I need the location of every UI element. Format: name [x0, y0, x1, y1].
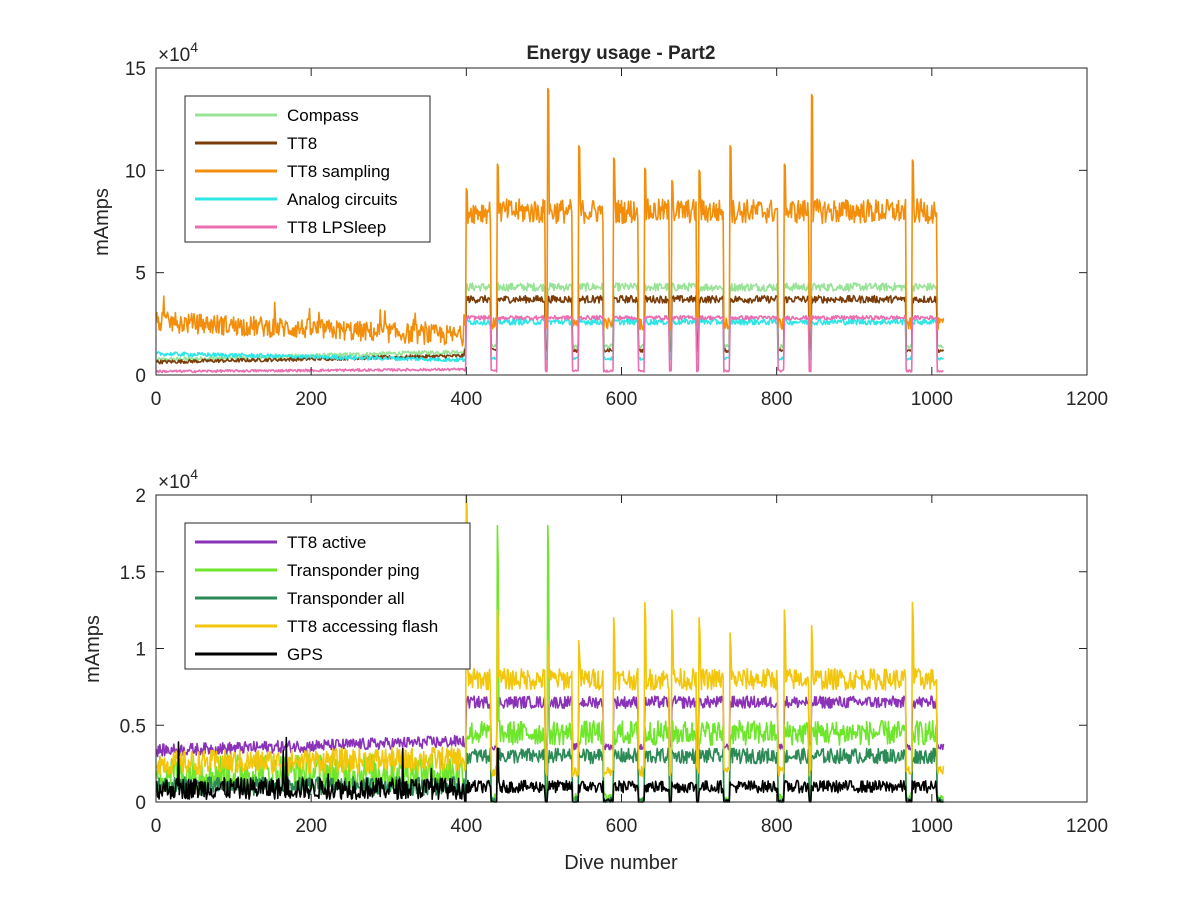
y-tick-label: 2	[135, 486, 146, 507]
y-tick-label: 1	[135, 640, 146, 661]
y-axis-label-top: mAmps	[91, 188, 113, 256]
legend-entry: TT8	[287, 134, 317, 153]
series-group-bottom	[156, 494, 945, 803]
legend-box	[184, 95, 431, 243]
y-exponent-base-top: ×10	[158, 45, 190, 66]
series-line-analog-circuits	[156, 317, 944, 363]
x-tick-label: 400	[450, 389, 482, 410]
y-tick-label: 1.5	[120, 563, 146, 584]
x-tick-label: 800	[761, 389, 793, 410]
ticks-bottom: 0 200 400 600 800 1000 1200 0 0.5 1 1.5 2	[120, 486, 1109, 837]
x-tick-label: 1000	[911, 816, 953, 837]
series-line-transponder-all	[156, 747, 944, 803]
legend-entry: TT8 LPSleep	[287, 218, 386, 237]
series-line-transponder-ping	[156, 524, 945, 803]
y-exponent-bottom: ×104	[158, 466, 198, 493]
series-line-tt8-lpsleep	[156, 314, 944, 374]
x-tick-label: 800	[761, 816, 793, 837]
x-tick-label: 1200	[1066, 816, 1108, 837]
legend-box	[184, 522, 471, 670]
series-line-tt8	[156, 294, 945, 365]
y-tick-label: 0.5	[120, 716, 146, 737]
y-exponent-power-bottom: 4	[190, 466, 198, 482]
legend-bottom: TT8 active Transponder ping Transponder al…	[184, 522, 471, 670]
x-tick-label: 600	[606, 816, 638, 837]
x-tick-label: 1200	[1066, 389, 1108, 410]
y-tick-label: 10	[125, 161, 146, 182]
y-tick-label: 0	[135, 366, 146, 387]
y-axis-label-bottom: mAmps	[82, 615, 104, 683]
legend-top: Compass TT8 TT8 sampling Analog circuits TT8…	[184, 95, 431, 243]
y-tick-label: 5	[135, 264, 146, 285]
y-tick-label: 0	[135, 793, 146, 814]
axes-top-energy: 0 200 400 600 800 1000 1200 0 5 10 15 Energy usage…	[91, 39, 1108, 410]
legend-entry: Analog circuits	[287, 190, 398, 209]
series-line-tt8-accessing-flash	[156, 494, 945, 778]
x-tick-label: 600	[606, 389, 638, 410]
y-exponent-top: ×104	[158, 39, 198, 66]
series-line-tt8-active	[156, 695, 945, 758]
x-tick-label: 1000	[911, 389, 953, 410]
series-group-top	[156, 87, 945, 374]
series-line-tt8-sampling	[156, 87, 945, 347]
y-tick-label: 15	[125, 59, 146, 80]
legend-entry: GPS	[287, 645, 323, 664]
x-axis-label-bottom: Dive number	[564, 852, 678, 874]
x-tick-label: 0	[151, 389, 162, 410]
legend-entry: TT8 active	[287, 533, 366, 552]
axes-bottom-energy: 0 200 400 600 800 1000 1200 0 0.5 1 1.5 2 Dive numb…	[82, 466, 1108, 874]
chart-title: Energy usage - Part2	[526, 43, 715, 64]
x-tick-label: 200	[295, 816, 327, 837]
y-exponent-power-top: 4	[190, 39, 198, 55]
series-line-gps	[156, 736, 944, 803]
legend-entry: Compass	[287, 106, 359, 125]
y-exponent-base-bottom: ×10	[158, 472, 190, 493]
legend-entry: TT8 accessing flash	[287, 617, 438, 636]
x-tick-label: 400	[450, 816, 482, 837]
legend-entry: TT8 sampling	[287, 162, 390, 181]
ticks-top: 0 200 400 600 800 1000 1200 0 5 10 15	[125, 59, 1108, 410]
legend-entry: Transponder ping	[287, 561, 420, 580]
x-tick-label: 0	[151, 816, 162, 837]
legend-entry: Transponder all	[287, 589, 405, 608]
x-tick-label: 200	[295, 389, 327, 410]
